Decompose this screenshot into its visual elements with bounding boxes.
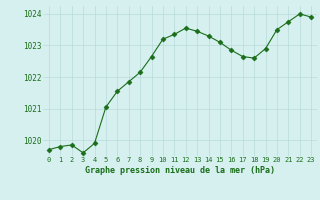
X-axis label: Graphe pression niveau de la mer (hPa): Graphe pression niveau de la mer (hPa) — [85, 166, 275, 175]
